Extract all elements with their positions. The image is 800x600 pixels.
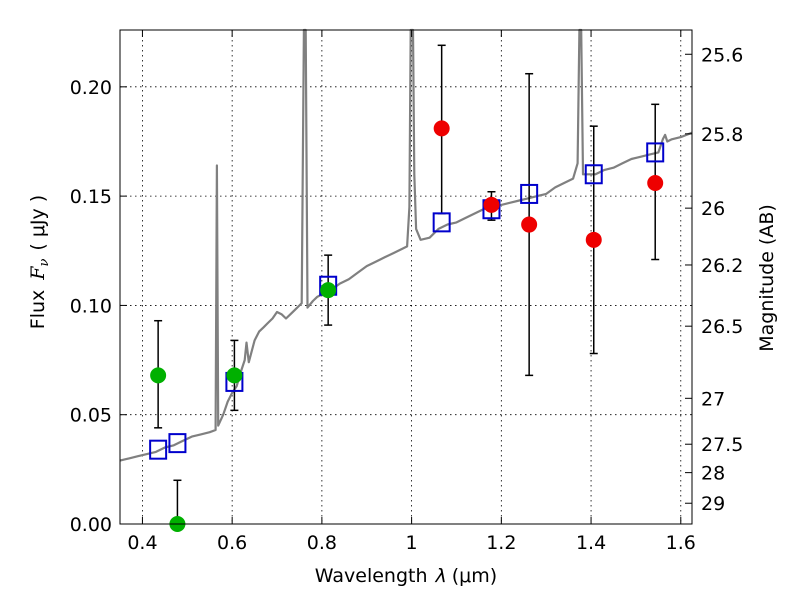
magnitude-tick-label: 29 bbox=[701, 493, 725, 515]
spectrum-line bbox=[119, 28, 693, 462]
photometry-point bbox=[150, 367, 167, 384]
x-tick-label: 1.4 bbox=[576, 532, 606, 554]
model-photometry-square bbox=[584, 164, 603, 185]
magnitude-tick-label: 27.5 bbox=[701, 434, 743, 456]
model-photometry-layer bbox=[149, 142, 665, 460]
tick-labels: 0.4 0.6 0.8 1 1.2 1.4 1.6 0.00 0.05 0.10 0.15 0.20 2… bbox=[70, 44, 744, 554]
errorbar-layer bbox=[154, 44, 660, 524]
y-tick-label: 0.20 bbox=[70, 77, 112, 99]
photometry-point bbox=[320, 282, 337, 299]
y-axis-label-word: Flux bbox=[27, 290, 49, 330]
magnitude-tick-label: 26.2 bbox=[701, 255, 743, 277]
y-axis-var: F bbox=[27, 266, 49, 281]
magnitude-tick-label: 26.5 bbox=[701, 316, 743, 338]
photometry-point bbox=[483, 196, 500, 213]
magnitude-tick-label: 25.6 bbox=[701, 44, 743, 66]
x-tick-label: 0.8 bbox=[307, 532, 337, 554]
model-photometry-square bbox=[168, 433, 187, 454]
x-tick-label: 1.6 bbox=[666, 532, 696, 554]
y-tick-label: 0.05 bbox=[70, 405, 112, 427]
y-axis-unit: ( μJy ) bbox=[27, 195, 49, 251]
model-photometry-square bbox=[646, 142, 665, 163]
photometry-point bbox=[647, 175, 664, 192]
observed-photometry-layer bbox=[150, 120, 664, 532]
y-axis-label: Flux Fν ( μJy ) bbox=[27, 195, 52, 329]
magnitude-tick-label: 27 bbox=[701, 388, 725, 410]
magnitude-axis-label: Magnitude (AB) bbox=[756, 204, 778, 352]
y-axis-var-sub: ν bbox=[37, 259, 52, 267]
spectrum-layer bbox=[119, 28, 693, 462]
x-tick-label: 0.6 bbox=[217, 532, 247, 554]
magnitude-tick-label: 25.8 bbox=[701, 124, 743, 146]
y-tick-label: 0.10 bbox=[70, 295, 112, 317]
model-photometry-square bbox=[432, 212, 451, 233]
photometry-point bbox=[585, 231, 602, 248]
plot-frame bbox=[119, 29, 693, 525]
photometry-point bbox=[521, 216, 538, 233]
x-tick-label: 0.4 bbox=[127, 532, 157, 554]
x-axis-unit: (μm) bbox=[452, 565, 497, 587]
model-photometry-square bbox=[149, 439, 168, 460]
y-tick-label: 0.00 bbox=[70, 514, 112, 536]
photometry-point bbox=[226, 367, 243, 384]
model-photometry-square bbox=[520, 183, 539, 204]
x-tick-label: 1.2 bbox=[486, 532, 516, 554]
x-axis-label-word: Wavelength bbox=[315, 565, 428, 587]
x-axis-label: Wavelength λ (μm) bbox=[315, 565, 497, 587]
photometry-point bbox=[433, 120, 450, 137]
grid-lines bbox=[120, 30, 692, 525]
axis-ticks bbox=[120, 30, 692, 525]
magnitude-tick-label: 26 bbox=[701, 198, 725, 220]
x-axis-lambda: λ bbox=[435, 565, 447, 587]
y-tick-label: 0.15 bbox=[70, 186, 112, 208]
magnitude-tick-label: 28 bbox=[701, 463, 725, 485]
x-tick-label: 1 bbox=[406, 532, 418, 554]
